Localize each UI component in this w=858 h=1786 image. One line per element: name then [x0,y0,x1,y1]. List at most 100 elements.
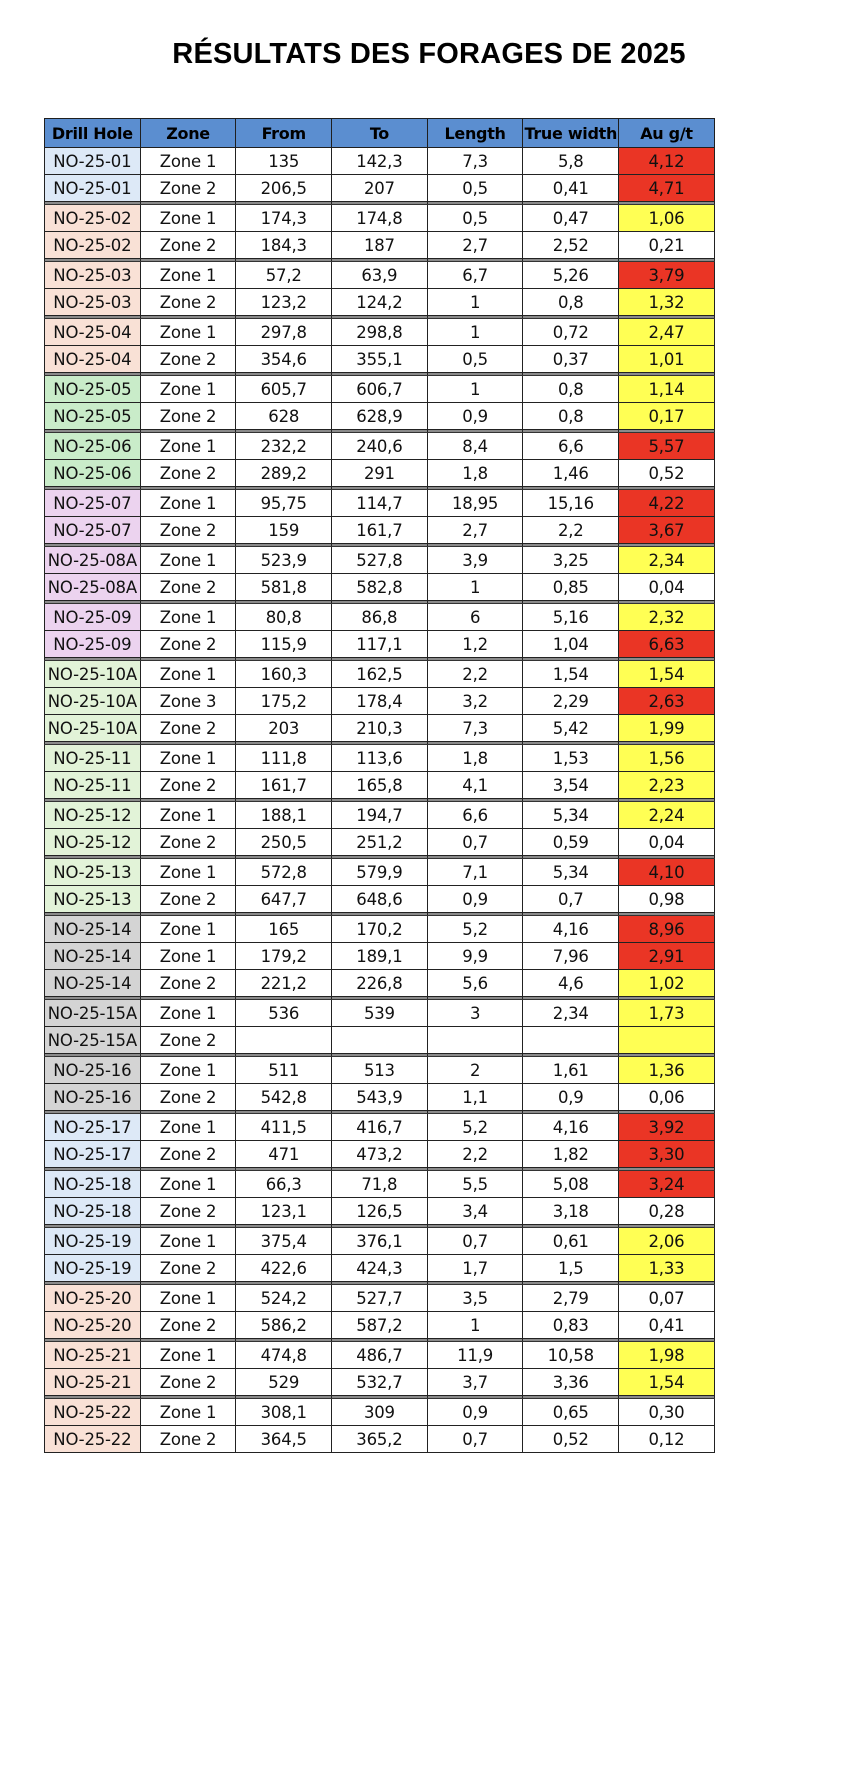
hole-cell: NO-25-17 [44,1140,141,1168]
to-cell [331,1026,428,1054]
au-cell: 0,04 [618,573,715,601]
table-row: NO-25-16 Zone 1 511 513 2 1,61 1,36 [44,1056,715,1084]
zone-cell: Zone 1 [139,999,237,1027]
to-cell: 162,5 [331,660,428,688]
table-row: NO-25-05 Zone 2 628 628,9 0,9 0,8 0,17 [44,402,715,430]
length-cell: 2,7 [426,516,524,544]
au-cell: 4,22 [618,489,715,517]
au-cell: 4,10 [618,858,715,886]
length-cell: 1,8 [426,744,524,772]
table-row: NO-25-07 Zone 2 159 161,7 2,7 2,2 3,67 [44,516,715,544]
length-cell: 3,2 [426,687,524,715]
to-cell: 71,8 [331,1170,428,1198]
au-cell: 0,28 [618,1197,715,1225]
zone-cell: Zone 2 [139,771,237,799]
header-au-gt: Au g/t [618,118,715,148]
to-cell: 527,7 [331,1284,428,1312]
hole-cell: NO-25-14 [44,969,141,997]
table-row: NO-25-18 Zone 1 66,3 71,8 5,5 5,08 3,24 [44,1170,715,1198]
from-cell: 206,5 [235,174,333,202]
table-row: NO-25-10A Zone 2 203 210,3 7,3 5,42 1,99 [44,714,715,742]
true-width-cell: 3,25 [522,546,620,574]
to-cell: 579,9 [331,858,428,886]
length-cell: 0,9 [426,402,524,430]
table-row: NO-25-10A Zone 1 160,3 162,5 2,2 1,54 1,54 [44,660,715,688]
true-width-cell [522,1026,620,1054]
to-cell: 170,2 [331,915,428,943]
table-row: NO-25-15A Zone 1 536 539 3 2,34 1,73 [44,999,715,1027]
table-row: NO-25-13 Zone 1 572,8 579,9 7,1 5,34 4,10 [44,858,715,886]
zone-cell: Zone 2 [139,1425,237,1453]
table-row: NO-25-06 Zone 1 232,2 240,6 8,4 6,6 5,57 [44,432,715,460]
au-cell: 1,01 [618,345,715,373]
hole-cell: NO-25-18 [44,1197,141,1225]
from-cell: 628 [235,402,333,430]
to-cell: 187 [331,231,428,259]
hole-cell: NO-25-21 [44,1341,141,1369]
to-cell: 161,7 [331,516,428,544]
zone-cell: Zone 2 [139,1368,237,1396]
zone-cell: Zone 1 [139,261,237,289]
hole-cell: NO-25-06 [44,459,141,487]
hole-cell: NO-25-22 [44,1425,141,1453]
zone-cell: Zone 2 [139,1026,237,1054]
hole-cell: NO-25-11 [44,771,141,799]
to-cell: 628,9 [331,402,428,430]
true-width-cell: 0,72 [522,318,620,346]
from-cell: 165 [235,915,333,943]
zone-cell: Zone 1 [139,1227,237,1255]
au-cell: 2,23 [618,771,715,799]
zone-cell: Zone 2 [139,714,237,742]
true-width-cell: 4,6 [522,969,620,997]
au-cell: 0,06 [618,1083,715,1111]
length-cell: 1 [426,1311,524,1339]
table-row: NO-25-12 Zone 1 188,1 194,7 6,6 5,34 2,24 [44,801,715,829]
hole-cell: NO-25-10A [44,660,141,688]
au-cell: 1,06 [618,204,715,232]
zone-cell: Zone 1 [139,858,237,886]
table-row: NO-25-10A Zone 3 175,2 178,4 3,2 2,29 2,63 [44,687,715,715]
hole-cell: NO-25-13 [44,885,141,913]
hole-cell: NO-25-12 [44,828,141,856]
table-row: NO-25-03 Zone 1 57,2 63,9 6,7 5,26 3,79 [44,261,715,289]
hole-cell: NO-25-13 [44,858,141,886]
au-cell: 1,56 [618,744,715,772]
header-row: Drill Hole Zone From To Length True widt… [44,118,715,148]
to-cell: 63,9 [331,261,428,289]
to-cell: 513 [331,1056,428,1084]
zone-cell: Zone 1 [139,1284,237,1312]
zone-cell: Zone 2 [139,1197,237,1225]
length-cell: 6,7 [426,261,524,289]
length-cell: 5,2 [426,915,524,943]
hole-cell: NO-25-03 [44,261,141,289]
true-width-cell: 2,52 [522,231,620,259]
true-width-cell: 5,34 [522,801,620,829]
length-cell: 11,9 [426,1341,524,1369]
length-cell: 0,5 [426,345,524,373]
length-cell: 0,5 [426,204,524,232]
table-row: NO-25-01 Zone 2 206,5 207 0,5 0,41 4,71 [44,174,715,202]
from-cell: 232,2 [235,432,333,460]
from-cell: 523,9 [235,546,333,574]
from-cell: 111,8 [235,744,333,772]
to-cell: 539 [331,999,428,1027]
zone-cell: Zone 1 [139,660,237,688]
length-cell: 5,2 [426,1113,524,1141]
to-cell: 532,7 [331,1368,428,1396]
au-cell: 1,02 [618,969,715,997]
au-cell: 1,99 [618,714,715,742]
table-row: NO-25-11 Zone 2 161,7 165,8 4,1 3,54 2,23 [44,771,715,799]
to-cell: 291 [331,459,428,487]
header-drill-hole: Drill Hole [44,118,141,148]
from-cell: 471 [235,1140,333,1168]
table-row: NO-25-16 Zone 2 542,8 543,9 1,1 0,9 0,06 [44,1083,715,1111]
length-cell: 1,2 [426,630,524,658]
length-cell: 2,7 [426,231,524,259]
length-cell: 8,4 [426,432,524,460]
from-cell: 188,1 [235,801,333,829]
true-width-cell: 0,7 [522,885,620,913]
hole-cell: NO-25-20 [44,1284,141,1312]
zone-cell: Zone 1 [139,1341,237,1369]
to-cell: 424,3 [331,1254,428,1282]
length-cell: 1,8 [426,459,524,487]
